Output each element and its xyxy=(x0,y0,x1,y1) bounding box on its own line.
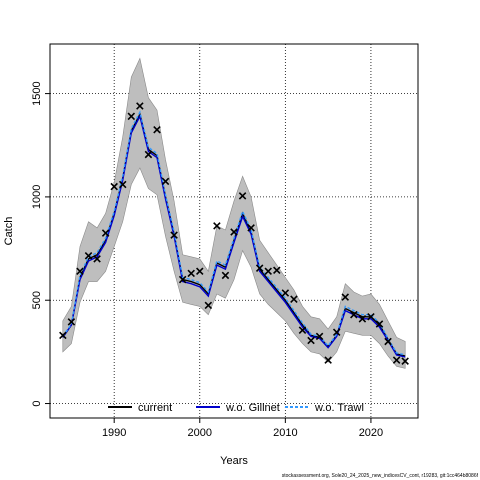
observed-point xyxy=(384,337,392,346)
observed-point xyxy=(375,320,384,328)
observed-point xyxy=(59,331,67,340)
x-tick-label: 2010 xyxy=(273,427,297,439)
observed-point xyxy=(298,326,307,334)
observed-point xyxy=(101,229,110,237)
x-axis-label: Years xyxy=(220,455,248,467)
observed-point xyxy=(247,224,255,232)
observed-point xyxy=(127,112,136,121)
observed-point xyxy=(290,295,298,303)
observed-point xyxy=(324,356,332,364)
observed-point xyxy=(255,264,264,272)
observed-point xyxy=(264,267,272,276)
observed-point xyxy=(187,269,195,278)
observed-point xyxy=(281,289,290,297)
legend-label: w.o. Trawl xyxy=(314,402,364,414)
series-line-wo-trawl xyxy=(62,110,406,356)
legend-label: current xyxy=(138,402,172,414)
observed-point xyxy=(144,150,153,159)
observed-point xyxy=(93,255,101,263)
legend-label: w.o. Gillnet xyxy=(225,402,280,414)
observed-point xyxy=(401,357,409,365)
y-axis-label: Catch xyxy=(3,217,15,246)
observed-point xyxy=(84,252,93,260)
legend: current w.o. Gillnet w.o. Trawl xyxy=(108,402,364,414)
observed-point xyxy=(204,301,213,310)
y-axis: 0 500 1000 1500 xyxy=(31,81,50,407)
observed-point xyxy=(118,180,127,189)
observed-point xyxy=(350,310,358,319)
observed-point xyxy=(230,228,238,236)
observed-point xyxy=(332,328,341,337)
observed-point xyxy=(170,231,178,239)
y-tick-label: 1000 xyxy=(31,185,43,209)
x-axis: 1990 2000 2010 2020 xyxy=(102,418,383,439)
confidence-band xyxy=(62,57,406,369)
y-tick-label: 500 xyxy=(31,291,43,309)
observed-point xyxy=(358,315,367,323)
x-tick-label: 1990 xyxy=(102,427,126,439)
y-tick-label: 1500 xyxy=(31,81,43,105)
observed-point xyxy=(341,293,350,301)
observed-point xyxy=(161,177,170,186)
observed-point xyxy=(196,267,204,276)
x-tick-label: 2000 xyxy=(188,427,212,439)
confidence-band-area xyxy=(62,57,406,369)
observed-point xyxy=(178,275,187,284)
observed-points xyxy=(59,102,409,365)
footer-caption: stockassessment.org, Sole20_24_2025_new_… xyxy=(281,473,478,479)
observed-point xyxy=(213,222,221,230)
series-lines xyxy=(62,110,406,358)
series-line-wo-gillnet xyxy=(62,114,406,358)
observed-point xyxy=(273,266,281,275)
observed-point xyxy=(238,192,247,200)
y-tick-label: 0 xyxy=(31,400,43,406)
observed-point xyxy=(110,182,118,191)
observed-point xyxy=(153,125,161,134)
plot-frame xyxy=(49,43,419,419)
x-tick-label: 2020 xyxy=(359,427,383,439)
observed-point xyxy=(221,271,230,280)
observed-point xyxy=(315,332,324,341)
observed-point xyxy=(307,336,315,345)
observed-point xyxy=(367,312,375,321)
observed-point xyxy=(136,102,144,110)
observed-point xyxy=(76,267,84,276)
observed-point xyxy=(392,356,401,364)
observed-point xyxy=(67,318,76,326)
